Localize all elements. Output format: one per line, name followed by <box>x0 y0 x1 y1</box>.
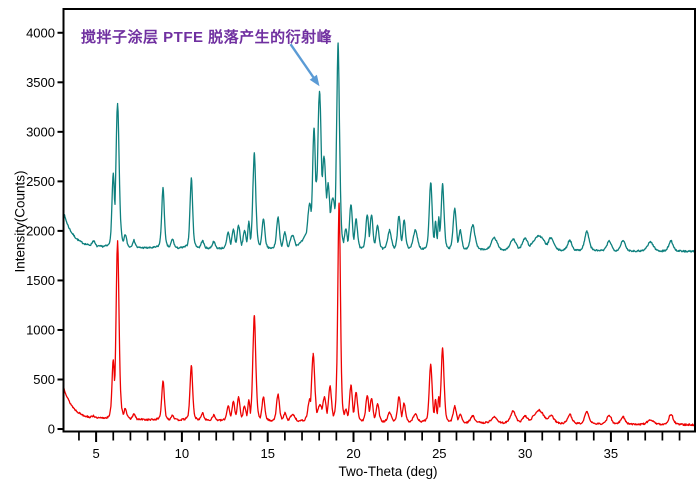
annotation-text: 搅拌子涂层 PTFE 脱落产生的衍射峰 <box>81 29 333 46</box>
y-axis-title: Intensity(Counts) <box>12 170 28 273</box>
y-tick-label: 2500 <box>26 174 55 189</box>
y-tick-label: 3000 <box>26 124 55 139</box>
y-tick-label: 3500 <box>26 75 55 90</box>
series-curves <box>62 42 696 427</box>
axis-tick-labels: 5 10 15 20 25 30 35 0 500 1000 1500 2000 2500 3000 350… <box>26 25 618 461</box>
y-tick-label: 1000 <box>26 322 55 337</box>
y-tick-label: 2000 <box>26 223 55 238</box>
arrow-head <box>309 74 320 87</box>
arrow-shaft <box>289 43 316 81</box>
annotation-arrow <box>289 43 320 87</box>
y-tick-label: 0 <box>48 422 55 437</box>
y-tick-label: 4000 <box>26 25 55 40</box>
axis-ticks <box>57 31 681 442</box>
x-tick-label: 5 <box>92 446 99 461</box>
x-tick-label: 15 <box>260 446 274 461</box>
plot-frame <box>62 8 696 433</box>
x-tick-label: 30 <box>518 446 532 461</box>
series-path-lower-red <box>62 202 696 427</box>
y-tick-label: 1500 <box>26 273 55 288</box>
y-tick-label: 500 <box>33 372 55 387</box>
x-axis-title: Two-Theta (deg) <box>338 464 438 479</box>
x-tick-label: 35 <box>604 446 618 461</box>
x-tick-label: 10 <box>175 446 189 461</box>
x-tick-label: 20 <box>346 446 360 461</box>
x-tick-label: 25 <box>432 446 446 461</box>
series-path-upper-teal <box>62 42 696 253</box>
